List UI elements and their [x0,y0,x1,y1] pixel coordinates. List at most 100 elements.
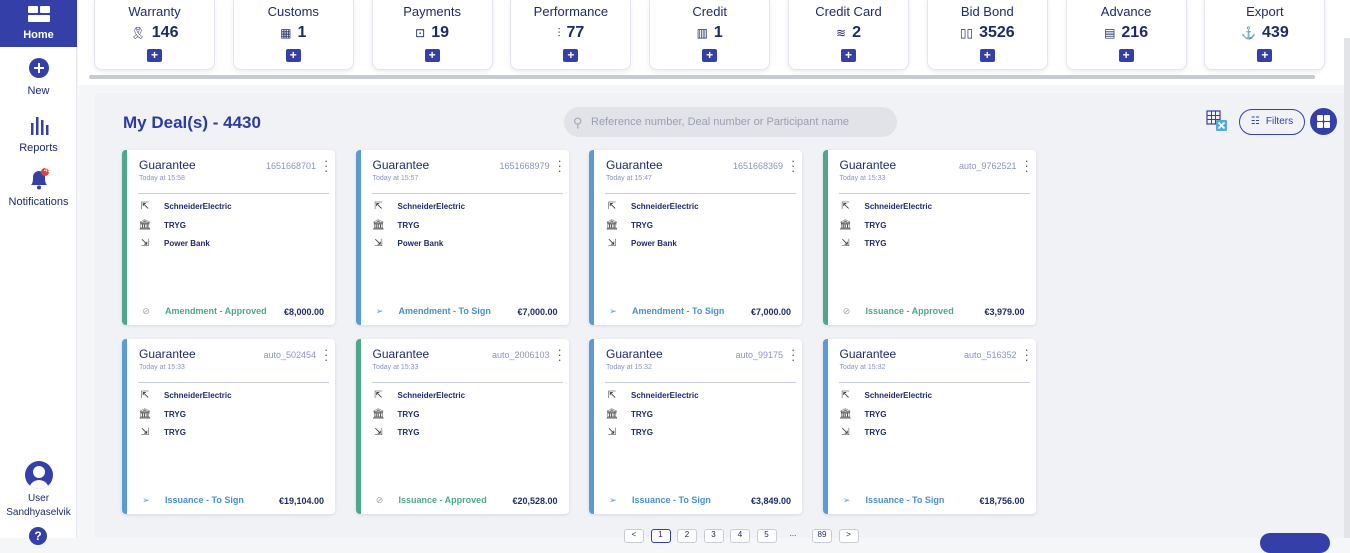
grid-view-button[interactable] [1310,108,1337,135]
help-button[interactable]: ? [29,527,47,545]
deal-party: 🏛 TRYG [138,409,186,420]
product-count: 🎗 146 [95,24,214,42]
product-name: Credit Card [815,4,882,19]
deal-party: ⇲ TRYG [839,427,886,438]
product-count: ≋ 2 [789,24,908,42]
deal-time: Today at 15:33 [139,364,185,371]
calculator-icon: ▤ [1104,26,1116,40]
party-name: Power Bank [631,239,677,248]
grid-icon-cell [1324,115,1330,121]
add-payments-button[interactable]: + [424,49,440,62]
floating-action-button[interactable] [1260,533,1330,553]
deal-card[interactable]: Guarantee auto_2006103 · · · Today at 15:33 ⇱ S… [355,339,569,514]
product-card-advance[interactable]: Advance ▤ 216 + [1065,0,1187,70]
deal-type: Guarantee [839,158,897,172]
page-button[interactable]: 3 [703,529,724,543]
filters-button[interactable]: ☷ Filters [1239,109,1305,135]
search-input[interactable]: ⚲ Reference number, Deal number or Parti… [564,107,897,137]
deal-reference: auto_516352 [963,350,1017,360]
deal-party: 🏛 TRYG [839,220,886,231]
more-options-icon[interactable]: · · · [557,153,562,178]
nav-reports[interactable]: Reports [0,115,77,154]
deal-party: ⇲ TRYG [839,238,887,249]
store-icon: ▥ [696,26,708,40]
page-button[interactable]: 1 [650,529,671,543]
page-button[interactable]: 2 [677,529,697,543]
deal-card[interactable]: Guarantee 1651668701 · · · Today at 15:58 ⇱ Sch… [122,150,335,325]
page-button[interactable]: 89 [812,529,832,543]
deal-party: 🏛 TRYG [138,220,186,231]
add-export-button[interactable]: + [1257,49,1273,62]
product-card-credit[interactable]: Credit ▥ 1 + [649,0,771,70]
divider [138,382,329,383]
product-card-warranty[interactable]: Warranty 🎗 146 + [94,0,215,70]
applicant-icon: ⇱ [140,201,150,212]
deal-type: Guarantee [606,347,663,361]
product-card-performance[interactable]: Performance ⫶ 77 + [510,0,632,70]
sidebar: Home New Reports 45 Notifications User S… [0,0,77,545]
product-card-bid-bond[interactable]: Bid Bond ▯▯ 3526 + [926,0,1048,70]
product-card-export[interactable]: Export ⚓ 439 + [1204,0,1326,70]
deal-status: ➢ Amendment - To Sign [606,306,724,317]
check-circle-icon: ⊘ [142,306,150,316]
product-card-credit-card[interactable]: Credit Card ≋ 2 + [788,0,909,70]
deal-status-label: Amendment - Approved [165,306,267,316]
beneficiary-icon: ⇲ [374,238,383,249]
party-name: TRYG [397,409,420,419]
deal-party: ⇲ TRYG [605,427,653,438]
deal-card[interactable]: Guarantee auto_99175 · · · Today at 15:32 ⇱ Sch… [589,339,802,514]
nav-home[interactable]: Home [0,0,77,47]
deal-amount: €7,000.00 [750,307,791,317]
add-performance-button[interactable]: + [563,49,579,62]
page-button[interactable]: ... [789,529,797,538]
add-credit-card-button[interactable]: + [841,49,856,62]
deal-status-label: Issuance - Approved [398,495,487,505]
excel-export-icon[interactable] [1206,110,1228,132]
applicant-icon: ⇱ [140,390,150,401]
more-options-icon[interactable]: · · · [791,342,796,367]
nav-user[interactable]: User Sandhyaselvik [0,461,77,518]
ship-icon: ⚓ [1241,26,1257,40]
vertical-scrollbar[interactable] [1344,38,1350,538]
party-name: TRYG [164,428,186,437]
add-customs-button[interactable]: + [285,49,301,62]
deal-card[interactable]: Guarantee auto_9762521 · · · Today at 15:33 ⇱ S… [822,150,1036,325]
more-options-icon[interactable]: · · · [1024,153,1029,178]
product-card-payments[interactable]: Payments ⊡ 19 + [371,0,493,70]
deal-time: Today at 15:32 [606,364,652,371]
divider [838,382,1030,383]
party-name: TRYG [864,239,887,248]
chart-up-icon: ⫶ [557,26,561,40]
add-credit-button[interactable]: + [702,49,718,62]
page-button[interactable]: > [838,529,859,543]
add-bid-bond-button[interactable]: + [979,49,995,62]
party-name: SchneiderElectric [164,391,232,400]
horizontal-scrollbar[interactable] [89,75,1315,79]
deal-card[interactable]: Guarantee auto_502454 · · · Today at 15:33 ⇱ Sc… [122,339,335,514]
add-advance-button[interactable]: + [1118,49,1134,62]
deal-card[interactable]: Guarantee 1651668979 · · · Today at 15:57 ⇱ Sch… [355,150,569,325]
product-card-customs[interactable]: Customs ▦ 1 + [232,0,354,70]
nav-new[interactable]: New [0,57,77,97]
applicant-icon: ⇱ [841,390,850,401]
party-name: TRYG [164,220,186,230]
more-options-icon[interactable]: · · · [557,342,562,367]
more-options-icon[interactable]: · · · [324,342,329,367]
add-warranty-button[interactable]: + [147,49,162,62]
page-button[interactable]: < [624,529,644,543]
page-button[interactable]: 5 [756,529,777,543]
applicant-icon: ⇱ [841,201,850,212]
deal-card[interactable]: Guarantee auto_516352 · · · Today at 15:32 ⇱ Sc… [822,339,1036,514]
deal-card[interactable]: Guarantee 1651668369 · · · Today at 15:47 ⇱ Sch… [589,150,802,325]
bank-icon: 🏛 [138,219,152,231]
more-options-icon[interactable]: · · · [1024,342,1029,367]
deal-time: Today at 15:33 [839,175,886,182]
deal-status-label: Issuance - To Sign [632,495,711,505]
page-button[interactable]: 4 [730,529,750,543]
send-icon: ➢ [842,495,851,505]
more-options-icon[interactable]: · · · [324,153,329,178]
more-options-icon[interactable]: · · · [791,153,796,178]
deal-reference: auto_2006103 [491,350,550,360]
deal-party: ⇲ Power Bank [605,238,677,249]
nav-notifications[interactable]: 45 Notifications [0,168,77,208]
